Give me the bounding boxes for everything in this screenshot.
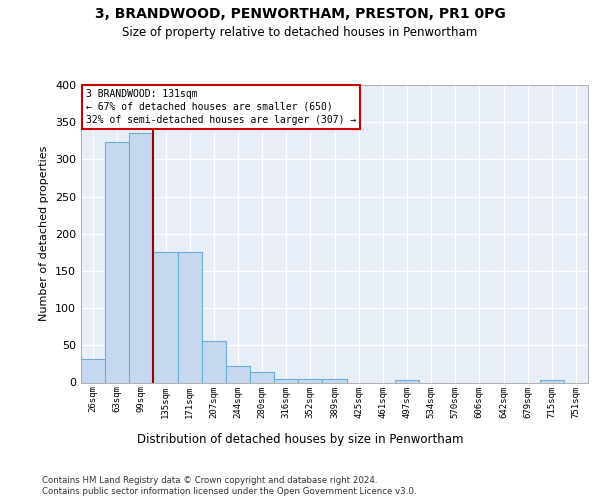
Bar <box>154 252 178 382</box>
Bar <box>81 360 105 382</box>
Bar <box>105 142 129 382</box>
Bar <box>540 380 564 382</box>
Bar <box>395 380 419 382</box>
Y-axis label: Number of detached properties: Number of detached properties <box>40 146 49 322</box>
Bar <box>226 366 250 382</box>
Text: Size of property relative to detached houses in Penwortham: Size of property relative to detached ho… <box>122 26 478 39</box>
Text: Contains public sector information licensed under the Open Government Licence v3: Contains public sector information licen… <box>42 487 416 496</box>
Text: Distribution of detached houses by size in Penwortham: Distribution of detached houses by size … <box>137 432 463 446</box>
Text: 3 BRANDWOOD: 131sqm
← 67% of detached houses are smaller (650)
32% of semi-detac: 3 BRANDWOOD: 131sqm ← 67% of detached ho… <box>86 88 356 125</box>
Bar <box>202 341 226 382</box>
Bar <box>322 379 347 382</box>
Bar <box>129 134 154 382</box>
Text: 3, BRANDWOOD, PENWORTHAM, PRESTON, PR1 0PG: 3, BRANDWOOD, PENWORTHAM, PRESTON, PR1 0… <box>95 8 505 22</box>
Bar <box>298 379 322 382</box>
Bar <box>178 252 202 382</box>
Text: Contains HM Land Registry data © Crown copyright and database right 2024.: Contains HM Land Registry data © Crown c… <box>42 476 377 485</box>
Bar <box>250 372 274 382</box>
Bar <box>274 379 298 382</box>
